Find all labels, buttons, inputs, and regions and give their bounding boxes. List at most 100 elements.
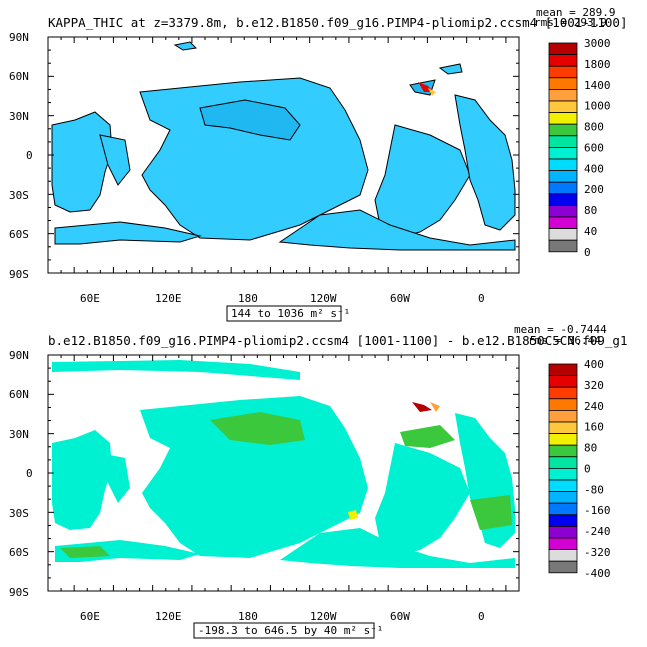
- colorbar-label: 800: [584, 121, 604, 134]
- colorbar-label: 200: [584, 183, 604, 196]
- panel-1-lon-label: 180: [238, 292, 258, 305]
- colorbar-label: 400: [584, 358, 604, 371]
- panel-2-range-label: -198.3 to 646.5 by 40 m² s⁻¹: [198, 624, 383, 637]
- panel-1-lat-label: 60S: [9, 228, 29, 241]
- colorbar-label: 240: [584, 400, 604, 413]
- colorbar-label: 80: [584, 442, 597, 455]
- colorbar-swatch: [548, 89, 578, 102]
- panel-2-lat-label: 90S: [9, 586, 29, 599]
- panel-2-lat-label: 60N: [9, 388, 29, 401]
- colorbar-swatch: [548, 502, 578, 516]
- colorbar-swatch: [548, 398, 578, 411]
- colorbar-swatch: [548, 526, 578, 539]
- colorbar-swatch: [548, 112, 578, 125]
- colorbar-swatch: [548, 386, 578, 400]
- colorbar-swatch: [548, 514, 578, 527]
- panel-2-lat-label: 60S: [9, 546, 29, 559]
- colorbar-label: 400: [584, 162, 604, 175]
- colorbar-swatch: [548, 433, 578, 446]
- panel-2-ticks: [47, 354, 520, 592]
- panel-1-lat-label: 90N: [9, 31, 29, 44]
- colorbar-swatch: [548, 560, 578, 574]
- colorbar-swatch: [548, 204, 578, 218]
- panel-2-ocean-field: [52, 360, 515, 568]
- colorbar-swatch: [548, 158, 578, 172]
- panel-1-range-box: [226, 305, 342, 322]
- colorbar-swatch: [548, 170, 578, 183]
- panel-2-lat-label: 30N: [9, 428, 29, 441]
- panel-1-title: KAPPA_THIC at z=3379.8m, b.e12.B1850.f09…: [48, 15, 627, 30]
- panel-1-lon-axis: 60E 120E 180 120W 60W 0: [80, 292, 485, 305]
- panel-1-lon-label: 60W: [390, 292, 410, 305]
- panel-2-lon-label: 0: [478, 610, 485, 623]
- colorbar-swatch: [548, 54, 578, 67]
- colorbar-label: 1800: [584, 58, 611, 71]
- panel-1-ocean-field: [51, 41, 516, 251]
- colorbar-swatch: [548, 375, 578, 388]
- colorbar-swatch: [548, 421, 578, 435]
- panel-1-lat-label: 90S: [9, 268, 29, 281]
- panel-2-lat-label: 0: [26, 467, 33, 480]
- panel-2-rms: rms = 36.44: [528, 334, 601, 347]
- panel-2-green-patches: [60, 412, 512, 558]
- panel-1-rms: rms = 293.9: [534, 16, 607, 29]
- colorbar-label: -160: [584, 504, 611, 517]
- panel-1-mean: mean = 289.9: [536, 6, 615, 19]
- colorbar-label: 600: [584, 141, 604, 154]
- colorbar-label: -240: [584, 525, 611, 538]
- panel-1-lon-label: 60E: [80, 292, 100, 305]
- colorbar-swatch: [548, 123, 578, 137]
- colorbar-label: 1400: [584, 79, 611, 92]
- panel-1-lat-label: 0: [26, 149, 33, 162]
- panel-2-lon-label: 60W: [390, 610, 410, 623]
- colorbar-label: 80: [584, 204, 597, 217]
- colorbar-swatch: [548, 77, 578, 90]
- panel-2: b.e12.B1850.f09_g16.PIMP4-pliomip2.ccsm4…: [9, 323, 627, 639]
- panel-2-lon-label: 120E: [155, 610, 182, 623]
- panel-1-lon-label: 120E: [155, 292, 182, 305]
- colorbar-swatch: [548, 537, 578, 551]
- colorbar-swatch: [548, 228, 578, 241]
- panel-2-lon-axis: 60E 120E 180 120W 60W 0: [80, 610, 485, 623]
- colorbar-swatch: [548, 100, 578, 114]
- colorbar-swatch: [548, 409, 578, 423]
- panel-2-lat-axis: 90N 60N 30N 0 30S 60S 90S: [9, 349, 33, 599]
- panel-2-lon-label: 60E: [80, 610, 100, 623]
- colorbar-label: 320: [584, 379, 604, 392]
- panel-2-title: b.e12.B1850.f09_g16.PIMP4-pliomip2.ccsm4…: [48, 333, 627, 348]
- panel-2-lon-label: 180: [238, 610, 258, 623]
- panel-2-hotspot: [348, 402, 440, 520]
- colorbar-label: 1000: [584, 100, 611, 113]
- colorbar-swatch: [548, 146, 578, 160]
- colorbar-swatch: [548, 479, 578, 493]
- panel-1-lat-label: 60N: [9, 70, 29, 83]
- panel-2-colorbar: 400 320 240 160 80 0 -80 -160 -240 -320 -400: [548, 358, 611, 580]
- colorbar-swatch: [548, 491, 578, 504]
- colorbar-swatch: [548, 181, 578, 195]
- colorbar-swatch: [548, 135, 578, 148]
- colorbar-swatch: [548, 42, 578, 56]
- panel-2-mean: mean = -0.7444: [514, 323, 607, 336]
- panel-1-hotspot: [418, 82, 436, 96]
- panel-1-ticks: [47, 36, 520, 274]
- colorbar-swatch: [548, 216, 578, 230]
- colorbar-label: 3000: [584, 37, 611, 50]
- colorbar-label: -320: [584, 546, 611, 559]
- colorbar-label: -80: [584, 483, 604, 496]
- panel-1: KAPPA_THIC at z=3379.8m, b.e12.B1850.f09…: [9, 6, 627, 322]
- panel-2-lon-label: 120W: [310, 610, 337, 623]
- colorbar-swatch: [548, 456, 578, 469]
- colorbar-label: 40: [584, 225, 597, 238]
- panel-1-lon-label: 0: [478, 292, 485, 305]
- panel-1-lon-label: 120W: [310, 292, 337, 305]
- colorbar-label: 160: [584, 421, 604, 434]
- colorbar-label: 0: [584, 462, 591, 475]
- panel-2-lat-label: 90N: [9, 349, 29, 362]
- colorbar-swatch: [548, 193, 578, 206]
- colorbar-swatch: [548, 549, 578, 562]
- panel-1-lat-axis: 90N 60N 30N 0 30S 60S 90S: [9, 31, 33, 281]
- panel-1-lat-label: 30S: [9, 189, 29, 202]
- colorbar-swatch: [548, 65, 578, 79]
- panel-1-range-label: 144 to 1036 m² s⁻¹: [231, 307, 350, 320]
